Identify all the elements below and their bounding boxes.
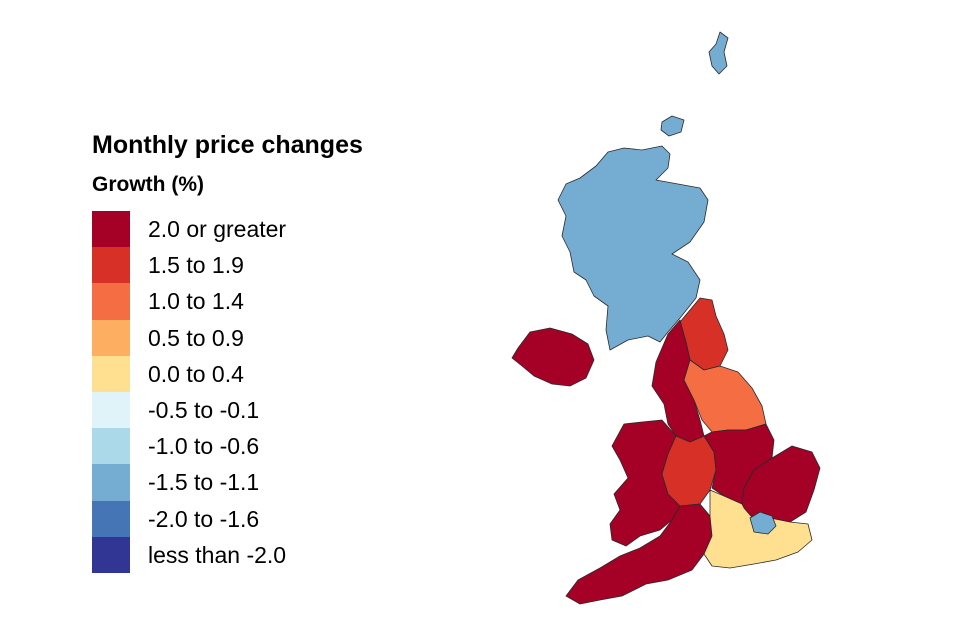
legend-swatch bbox=[92, 211, 130, 248]
legend-item: -2.0 to -1.6 bbox=[92, 500, 363, 537]
legend-title: Monthly price changes bbox=[92, 131, 363, 159]
legend-label: 0.0 to 0.4 bbox=[148, 360, 244, 387]
legend-item: 0.5 to 0.9 bbox=[92, 319, 363, 356]
legend-swatch bbox=[92, 464, 130, 501]
legend-swatch bbox=[92, 283, 130, 320]
legend-label: 2.0 or greater bbox=[148, 216, 287, 243]
legend-label: 0.5 to 0.9 bbox=[148, 324, 244, 351]
legend-item: -1.0 to -0.6 bbox=[92, 428, 363, 465]
region-northern-ireland bbox=[511, 327, 595, 387]
legend-label: 1.5 to 1.9 bbox=[148, 252, 244, 279]
legend-item: less than -2.0 bbox=[92, 536, 363, 573]
legend-swatch bbox=[92, 247, 130, 284]
legend-item: 2.0 or greater bbox=[92, 211, 363, 248]
legend-item: 1.5 to 1.9 bbox=[92, 247, 363, 284]
legend: Monthly price changes Growth (%) 2.0 or … bbox=[92, 128, 363, 573]
legend-items: 2.0 or greater 1.5 to 1.9 1.0 to 1.4 0.5 to… bbox=[92, 211, 363, 573]
legend-label: less than -2.0 bbox=[148, 541, 287, 568]
legend-label: -0.5 to -0.1 bbox=[148, 397, 260, 424]
legend-swatch bbox=[92, 536, 130, 573]
legend-swatch bbox=[92, 319, 130, 356]
legend-item: -1.5 to -1.1 bbox=[92, 464, 363, 501]
legend-label: -1.5 to -1.1 bbox=[148, 469, 260, 496]
legend-swatch bbox=[92, 391, 130, 429]
legend-swatch bbox=[92, 500, 130, 537]
legend-swatch bbox=[92, 428, 130, 465]
legend-item: -0.5 to -0.1 bbox=[92, 391, 363, 429]
legend-subtitle: Growth (%) bbox=[92, 173, 204, 196]
region-scotland-orkney bbox=[660, 115, 685, 137]
legend-label: -1.0 to -0.6 bbox=[148, 433, 260, 460]
region-london bbox=[749, 511, 777, 535]
legend-item: 0.0 to 0.4 bbox=[92, 355, 363, 392]
legend-label: -2.0 to -1.6 bbox=[148, 505, 260, 532]
legend-label: 1.0 to 1.4 bbox=[148, 288, 244, 315]
region-scotland-shetland bbox=[708, 31, 729, 75]
region-west-midlands bbox=[661, 435, 717, 507]
region-scotland bbox=[557, 145, 709, 351]
legend-item: 1.0 to 1.4 bbox=[92, 283, 363, 320]
legend-swatch bbox=[92, 355, 130, 392]
